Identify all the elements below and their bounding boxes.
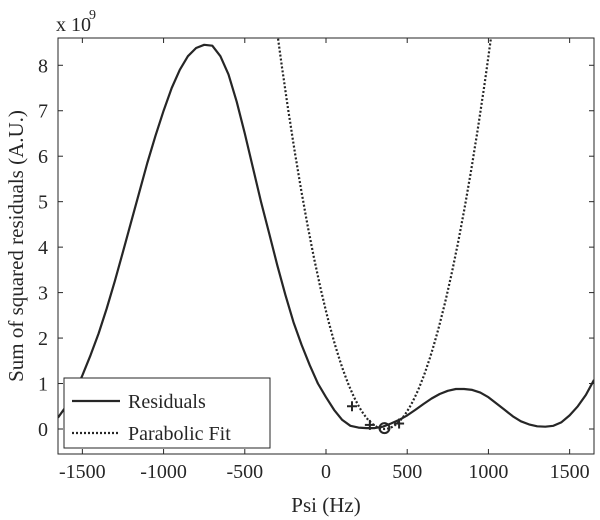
legend-label-parabolic-fit: Parabolic Fit bbox=[128, 423, 231, 445]
y-tick-label: 3 bbox=[38, 283, 48, 305]
x-tick-label: 1000 bbox=[468, 461, 508, 483]
legend: Residuals Parabolic Fit bbox=[63, 377, 271, 449]
x-tick-label: -1500 bbox=[59, 461, 106, 483]
x-tick-label: -1000 bbox=[140, 461, 187, 483]
x-tick-label: 0 bbox=[321, 461, 331, 483]
curves bbox=[58, 38, 594, 431]
y-exponent-power: 9 bbox=[89, 8, 96, 23]
legend-label-residuals: Residuals bbox=[128, 391, 206, 413]
y-tick-label: 6 bbox=[38, 146, 48, 168]
x-axis-label: Psi (Hz) bbox=[291, 493, 360, 517]
series-line-residuals bbox=[58, 43, 594, 430]
y-axis-label: Sum of squared residuals (A.U.) bbox=[4, 110, 28, 382]
markers bbox=[346, 401, 405, 435]
marker-circle bbox=[378, 422, 391, 435]
y-tick-label: 4 bbox=[38, 237, 48, 259]
y-tick-label: 5 bbox=[38, 192, 48, 214]
marker-plus bbox=[364, 419, 375, 430]
x-tick-label: -500 bbox=[226, 461, 263, 483]
ticks: -1500 -1000 -500 0 500 1000 1500 0 1 2 3 4 5 6 7 8 bbox=[38, 38, 594, 483]
y-tick-label: 2 bbox=[38, 328, 48, 350]
x-tick-label: 500 bbox=[392, 461, 422, 483]
x-tick-label: 1500 bbox=[550, 461, 590, 483]
y-tick-label: 1 bbox=[38, 374, 48, 396]
marker-plus bbox=[394, 418, 405, 429]
y-exponent-base: x 10 bbox=[56, 14, 91, 36]
y-tick-label: 7 bbox=[38, 101, 48, 123]
y-tick-label: 8 bbox=[38, 55, 48, 77]
legend-box bbox=[63, 377, 271, 449]
series-line-parabolic-fit bbox=[276, 38, 493, 431]
marker-plus bbox=[346, 401, 357, 412]
y-tick-label: 0 bbox=[38, 419, 48, 441]
